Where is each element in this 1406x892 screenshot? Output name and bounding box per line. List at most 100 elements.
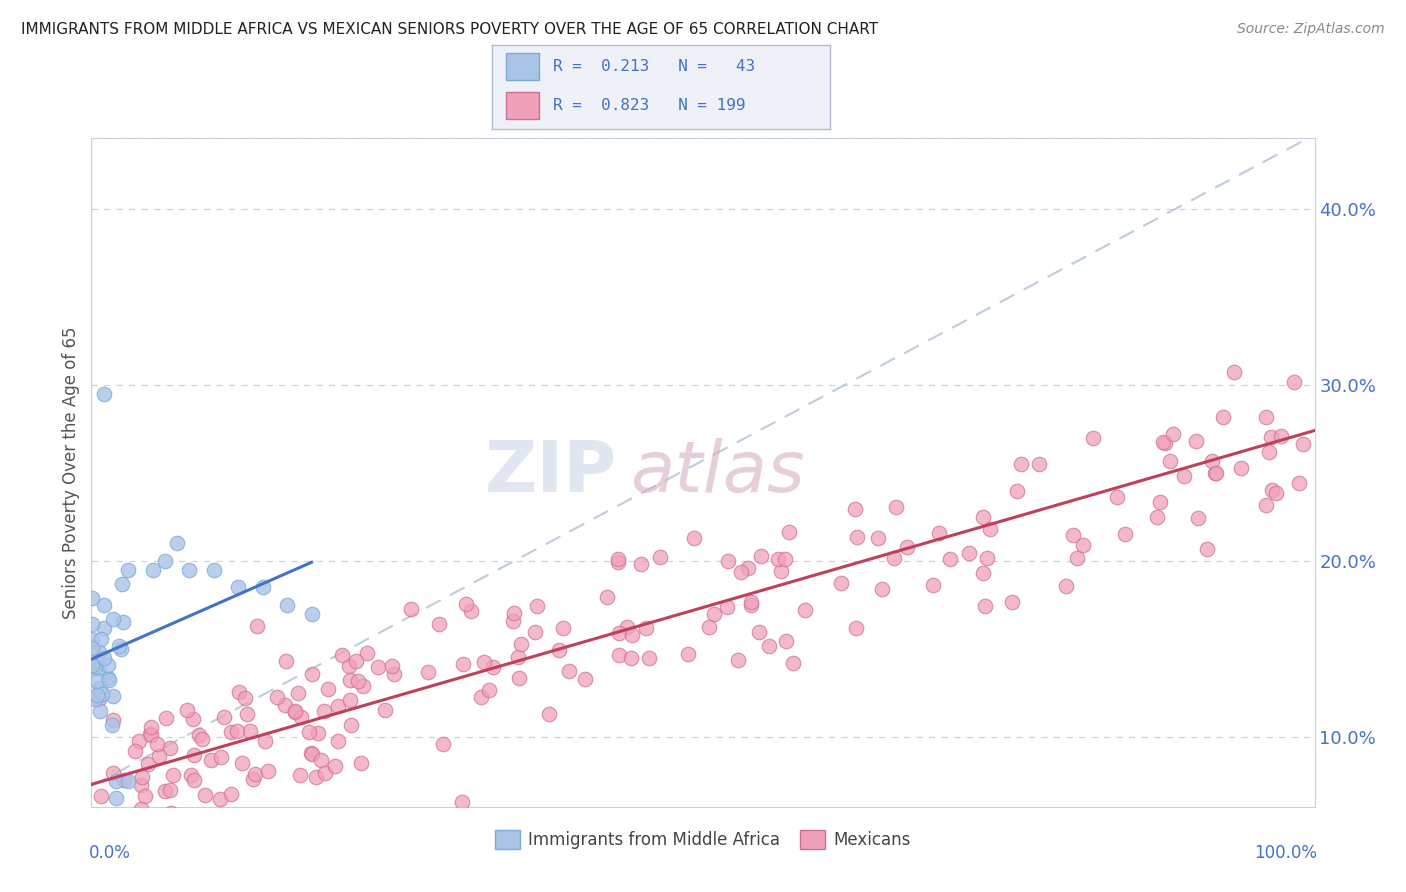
Point (284, 704, 307, 718)
Point (89, 704, 111, 718)
Point (1161, 427, 1184, 442)
Point (1066, 550, 1088, 565)
Point (328, 733, 350, 747)
Point (101, 689, 124, 703)
Point (382, 666, 405, 681)
Point (1153, 435, 1175, 450)
Point (1256, 410, 1278, 425)
Point (478, 683, 501, 698)
Point (770, 564, 793, 578)
Point (451, 657, 474, 672)
Point (266, 690, 288, 705)
Point (616, 619, 638, 633)
Point (180, 768, 202, 782)
Point (276, 598, 298, 612)
Point (93, 598, 115, 612)
Text: ZIP: ZIP (485, 438, 617, 508)
Point (314, 765, 336, 780)
Point (274, 698, 297, 712)
Point (82, 658, 104, 673)
Point (276, 654, 298, 668)
Point (537, 706, 560, 721)
Point (134, 789, 156, 803)
Point (1260, 430, 1282, 444)
Text: R =  0.823   N = 199: R = 0.823 N = 199 (553, 98, 745, 113)
Point (1204, 467, 1226, 481)
Point (380, 659, 402, 673)
Point (191, 732, 214, 747)
Point (183, 747, 205, 762)
Point (298, 724, 321, 739)
Legend: Immigrants from Middle Africa, Mexicans: Immigrants from Middle Africa, Mexicans (495, 830, 911, 849)
Point (979, 522, 1001, 536)
Point (226, 580, 249, 594)
Point (138, 756, 160, 771)
Point (97, 657, 120, 672)
Point (245, 767, 267, 781)
Point (242, 772, 264, 787)
Point (155, 711, 177, 725)
Point (87, 661, 110, 675)
Point (697, 620, 720, 634)
Point (574, 672, 596, 686)
Point (256, 764, 278, 779)
Point (870, 582, 893, 596)
Point (1071, 538, 1094, 552)
Point (773, 552, 796, 566)
Point (526, 599, 548, 614)
Point (93, 650, 115, 665)
Point (90, 687, 112, 701)
Point (236, 706, 259, 721)
Point (367, 659, 389, 673)
Point (737, 561, 759, 575)
Point (139, 721, 162, 735)
Point (620, 627, 643, 641)
Point (159, 783, 181, 797)
Point (148, 749, 170, 764)
Point (1001, 594, 1024, 608)
Point (219, 787, 242, 801)
Point (117, 773, 139, 788)
Point (730, 566, 752, 580)
Point (141, 563, 163, 577)
FancyBboxPatch shape (506, 92, 540, 120)
Point (502, 614, 524, 628)
Point (356, 646, 378, 660)
Point (287, 686, 309, 700)
Point (846, 530, 869, 544)
Point (454, 597, 477, 611)
Point (145, 737, 167, 751)
Point (1288, 475, 1310, 490)
Point (1254, 498, 1277, 512)
Point (716, 600, 738, 615)
Point (775, 633, 797, 648)
Point (89, 632, 111, 646)
Point (155, 784, 177, 798)
Point (432, 737, 454, 751)
Point (98, 673, 121, 687)
Point (609, 648, 631, 662)
Point (290, 710, 312, 724)
Point (1114, 526, 1136, 541)
Point (228, 684, 250, 698)
Point (884, 500, 907, 515)
Point (347, 674, 370, 689)
Point (374, 703, 396, 717)
Point (131, 801, 153, 815)
Point (1159, 454, 1181, 468)
Point (101, 714, 124, 728)
Point (678, 647, 700, 661)
Point (209, 750, 232, 764)
Point (117, 563, 139, 577)
Point (868, 531, 890, 545)
Point (551, 621, 574, 635)
Point (139, 726, 162, 740)
Point (607, 555, 630, 569)
Point (252, 580, 274, 594)
Point (506, 650, 529, 665)
Point (683, 531, 706, 545)
Point (316, 681, 339, 696)
Point (86, 688, 108, 702)
Point (1005, 483, 1028, 498)
Point (922, 578, 945, 592)
